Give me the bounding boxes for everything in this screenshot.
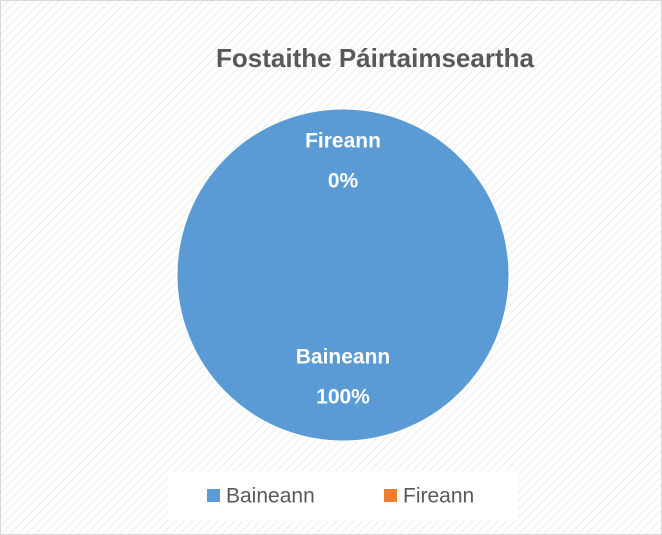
data-label-value: 0% — [328, 170, 359, 193]
legend-label: Fireann — [403, 485, 474, 508]
data-label-value: 100% — [316, 385, 370, 408]
pie-slice — [176, 108, 510, 442]
legend-swatch — [207, 489, 220, 502]
legend-label: Baineann — [226, 485, 315, 508]
legend-box — [168, 471, 518, 521]
data-label-category: Baineann — [296, 345, 391, 368]
legend-swatch — [384, 489, 397, 502]
data-label-category: Fireann — [305, 130, 381, 153]
chart-title: Fostaithe Páirtaimseartha — [216, 43, 534, 73]
